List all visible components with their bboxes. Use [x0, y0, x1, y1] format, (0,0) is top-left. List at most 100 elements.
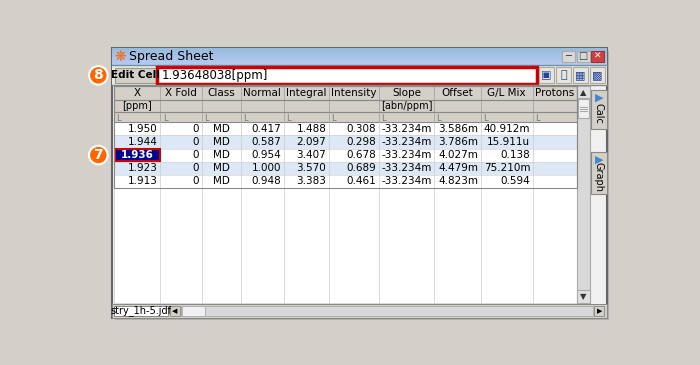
Text: -33.234m: -33.234m [382, 150, 432, 160]
Bar [578, 99, 589, 119]
Text: ▼: ▼ [580, 292, 587, 301]
Text: Intensity: Intensity [331, 88, 377, 98]
Text: 3.383: 3.383 [296, 176, 326, 186]
Bar [158, 67, 537, 84]
Bar [578, 86, 589, 303]
Text: -33.234m: -33.234m [382, 163, 432, 173]
Text: 2.097: 2.097 [297, 137, 326, 147]
Text: L: L [331, 114, 336, 123]
Text: 1.950: 1.950 [127, 124, 158, 134]
Bar [114, 86, 577, 188]
Text: 0.594: 0.594 [500, 176, 530, 186]
Text: ▶: ▶ [595, 93, 603, 103]
Text: 0.954: 0.954 [252, 150, 281, 160]
Text: -33.234m: -33.234m [382, 137, 432, 147]
Text: -33.234m: -33.234m [382, 124, 432, 134]
Text: ◀: ◀ [172, 308, 177, 314]
Text: 4.479m: 4.479m [438, 163, 478, 173]
Text: L: L [162, 114, 168, 123]
Text: 0.587: 0.587 [252, 137, 281, 147]
Text: stry_1h-5.jdf: stry_1h-5.jdf [111, 306, 172, 316]
Text: 0.298: 0.298 [346, 137, 377, 147]
Text: ▦: ▦ [575, 70, 586, 80]
Bar [556, 67, 571, 83]
Text: MD: MD [213, 124, 230, 134]
Text: 40.912m: 40.912m [484, 124, 530, 134]
Text: 0.948: 0.948 [252, 176, 281, 186]
Bar [112, 53, 607, 54]
Bar [181, 306, 593, 316]
Bar [114, 100, 577, 112]
Bar [112, 61, 607, 63]
Text: 3.570: 3.570 [297, 163, 326, 173]
Bar [116, 68, 155, 83]
Text: ▩: ▩ [592, 70, 603, 80]
Text: 8: 8 [94, 68, 103, 82]
Text: L: L [381, 114, 386, 123]
Text: 1.93648038[ppm]: 1.93648038[ppm] [162, 69, 268, 82]
Text: Edit Cell: Edit Cell [111, 70, 160, 80]
Text: 1.488: 1.488 [296, 124, 326, 134]
Text: ▶: ▶ [596, 308, 602, 314]
Bar [578, 290, 589, 303]
Text: 0.417: 0.417 [252, 124, 281, 134]
Text: 0: 0 [193, 124, 200, 134]
Text: L: L [243, 114, 248, 123]
Text: 7: 7 [94, 148, 103, 162]
Bar [112, 65, 607, 85]
Bar [112, 304, 607, 318]
Text: 4.823m: 4.823m [438, 176, 478, 186]
Bar [594, 306, 604, 316]
Bar [562, 51, 575, 62]
Bar [112, 55, 607, 57]
Bar [115, 149, 160, 161]
Text: L: L [286, 114, 291, 123]
Text: ⬜: ⬜ [560, 70, 567, 80]
Bar [112, 62, 607, 64]
Text: Graph: Graph [594, 162, 604, 192]
Text: ─: ─ [566, 51, 571, 61]
Text: Offset: Offset [442, 88, 473, 98]
Text: 3.407: 3.407 [297, 150, 326, 160]
Text: 0.138: 0.138 [500, 150, 530, 160]
Text: 0: 0 [193, 150, 200, 160]
Text: 0: 0 [193, 163, 200, 173]
Bar [114, 112, 577, 122]
Text: X: X [134, 88, 141, 98]
Text: Integral: Integral [286, 88, 326, 98]
Text: MD: MD [213, 137, 230, 147]
Text: ✕: ✕ [594, 51, 601, 61]
Text: 0: 0 [193, 137, 200, 147]
Bar [577, 51, 589, 62]
Text: ▲: ▲ [580, 88, 587, 97]
Bar [114, 306, 168, 316]
Bar [169, 306, 180, 316]
Bar [112, 50, 607, 51]
Text: 0.461: 0.461 [346, 176, 377, 186]
Text: -33.234m: -33.234m [382, 176, 432, 186]
Text: L: L [204, 114, 209, 123]
Bar [589, 67, 606, 83]
Circle shape [89, 66, 108, 85]
Bar [592, 151, 607, 194]
Bar [114, 122, 577, 135]
Text: L: L [535, 114, 540, 123]
Text: 1.000: 1.000 [252, 163, 281, 173]
Text: 1.913: 1.913 [127, 176, 158, 186]
Bar [114, 86, 577, 100]
Text: 3.586m: 3.586m [438, 124, 478, 134]
Bar [112, 49, 607, 50]
Bar [112, 64, 607, 66]
Bar [592, 51, 604, 62]
Text: Normal: Normal [244, 88, 281, 98]
Text: MD: MD [213, 163, 230, 173]
Text: L: L [116, 114, 121, 123]
Text: 15.911u: 15.911u [487, 137, 530, 147]
Bar [578, 86, 589, 99]
Text: 1.923: 1.923 [127, 163, 158, 173]
Text: 3.786m: 3.786m [438, 137, 478, 147]
Text: 4.027m: 4.027m [438, 150, 478, 160]
Bar [112, 57, 607, 59]
Text: Class: Class [207, 88, 235, 98]
Bar [114, 149, 577, 162]
